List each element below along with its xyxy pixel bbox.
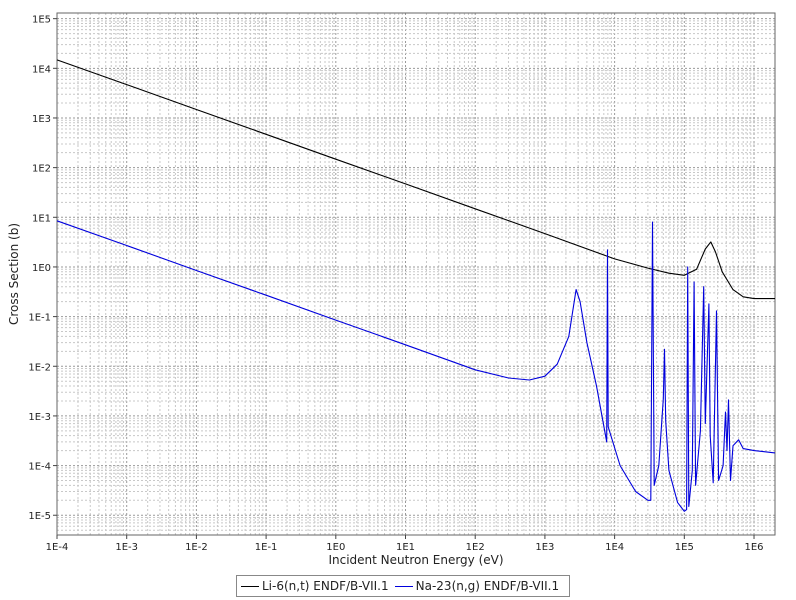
x-tick-label: 1E1 [396,542,415,553]
x-tick-label: 1E-1 [255,542,278,553]
series-line-li6 [56,59,775,300]
y-tick-label: 1E3 [32,114,51,125]
plot-frame [56,12,776,536]
y-tick-label: 1E4 [32,64,51,75]
x-tick-label: 1E4 [605,542,624,553]
x-tick-label: 1E0 [326,542,345,553]
x-tick-label: 1E2 [466,542,485,553]
y-tick-label: 1E-5 [28,511,51,522]
y-tick-label: 1E-1 [28,313,51,324]
x-tick-label: 1E6 [744,542,763,553]
y-tick-label: 1E2 [32,164,51,175]
x-tick-label: 1E3 [535,542,554,553]
y-tick-label: 1E-2 [28,362,51,373]
legend-label-li6: Li-6(n,t) ENDF/B-VII.1 [262,579,389,593]
y-tick-label: 1E5 [32,15,51,26]
y-tick-label: 1E1 [32,213,51,224]
x-tick-label: 1E-2 [185,542,208,553]
legend-label-na23: Na-23(n,g) ENDF/B-VII.1 [415,579,560,593]
legend-swatch-na23 [394,585,413,587]
legend: Li-6(n,t) ENDF/B-VII.1 Na-23(n,g) ENDF/B… [236,575,571,597]
x-tick-label: 1E5 [675,542,694,553]
y-tick-label: 1E-3 [28,412,51,423]
x-tick-label: 1E-4 [46,542,69,553]
series-line-na23 [56,220,776,512]
legend-item-li6: Li-6(n,t) ENDF/B-VII.1 [241,579,389,593]
x-tick-label: 1E-3 [115,542,138,553]
legend-swatch-li6 [241,585,259,587]
y-tick-label: 1E-4 [28,462,51,473]
legend-item-na23: Na-23(n,g) ENDF/B-VII.1 [394,579,560,593]
y-tick-label: 1E0 [32,263,51,274]
plot-area [57,13,775,535]
y-axis-title: Cross Section (b) [7,223,21,325]
x-axis-title: Incident Neutron Energy (eV) [328,553,503,567]
